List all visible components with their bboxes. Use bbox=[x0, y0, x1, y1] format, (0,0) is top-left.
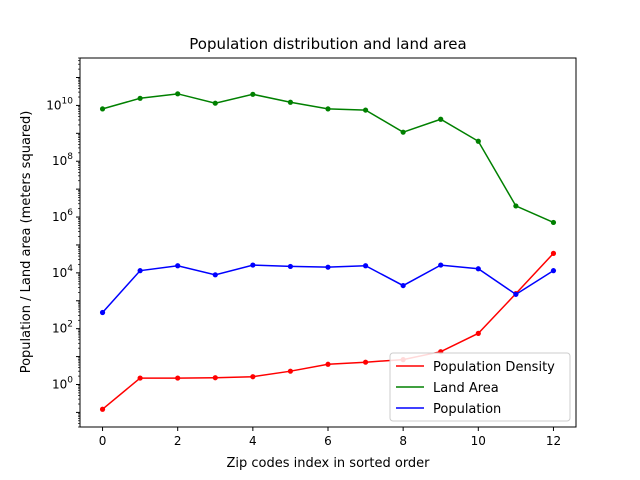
population-point bbox=[513, 291, 519, 297]
population-point bbox=[287, 263, 294, 270]
x-tick-label: 0 bbox=[99, 434, 107, 448]
population-density-point bbox=[250, 374, 256, 380]
population-density-point bbox=[325, 361, 331, 367]
population-density-point bbox=[212, 375, 218, 381]
land-area-point bbox=[400, 129, 406, 135]
population-density-point bbox=[475, 330, 481, 336]
y-axis-label: Population / Land area (meters squared) bbox=[19, 111, 34, 374]
land-area-point bbox=[475, 138, 481, 144]
population-density-point bbox=[287, 368, 294, 374]
population-density-point bbox=[99, 406, 106, 412]
land-area-point bbox=[325, 106, 331, 112]
series-land-area bbox=[99, 91, 557, 226]
series-population bbox=[99, 262, 557, 316]
x-tick-label: 4 bbox=[249, 434, 257, 448]
population-point bbox=[325, 264, 331, 270]
population-point bbox=[250, 262, 256, 268]
legend-box bbox=[389, 352, 571, 422]
population-density-point bbox=[137, 375, 143, 381]
x-tick-label: 12 bbox=[546, 434, 561, 448]
x-tick-label: 10 bbox=[471, 434, 486, 448]
land-area-point bbox=[99, 106, 106, 112]
x-tick-label: 2 bbox=[174, 434, 182, 448]
land-area-point bbox=[287, 99, 294, 105]
population-density-point bbox=[550, 250, 557, 256]
land-area-point bbox=[362, 107, 369, 113]
population-density-point bbox=[175, 375, 181, 381]
population-density-point bbox=[362, 359, 369, 365]
x-axis: 0 2 4 6 8 10 12 bbox=[99, 427, 561, 448]
population-point bbox=[212, 272, 218, 278]
land-area-point bbox=[250, 91, 256, 97]
land-area-point bbox=[212, 100, 218, 106]
land-area-point bbox=[550, 219, 557, 226]
population-point bbox=[438, 262, 444, 268]
legend-label-population-density: Population Density bbox=[433, 360, 555, 375]
chart-title: Population distribution and land area bbox=[189, 35, 466, 53]
y-tick-label: 100 bbox=[52, 375, 73, 391]
y-tick-label: 108 bbox=[52, 152, 73, 168]
y-axis: 100 102 104 106 108 1010 bbox=[46, 57, 80, 428]
population-point bbox=[99, 309, 106, 316]
population-point bbox=[362, 263, 369, 269]
land-area-point bbox=[513, 203, 519, 209]
x-tick-label: 8 bbox=[399, 434, 407, 448]
population-point bbox=[475, 266, 481, 272]
land-area-point bbox=[137, 95, 143, 101]
x-tick-label: 6 bbox=[324, 434, 332, 448]
x-axis-label: Zip codes index in sorted order bbox=[226, 456, 430, 471]
y-tick-label: 102 bbox=[52, 320, 73, 336]
y-tick-label: 1010 bbox=[46, 96, 73, 112]
land-area-point bbox=[438, 116, 444, 122]
y-tick-label: 106 bbox=[52, 208, 73, 224]
y-tick-label: 104 bbox=[52, 264, 73, 280]
population-point bbox=[400, 282, 406, 289]
population-point bbox=[550, 268, 557, 274]
legend-label-population: Population bbox=[433, 402, 501, 417]
legend-label-land-area: Land Area bbox=[433, 381, 499, 396]
legend: Population Density Land Area Population bbox=[389, 352, 571, 422]
population-point bbox=[175, 263, 181, 269]
land-area-point bbox=[175, 91, 181, 97]
population-point bbox=[137, 268, 143, 274]
